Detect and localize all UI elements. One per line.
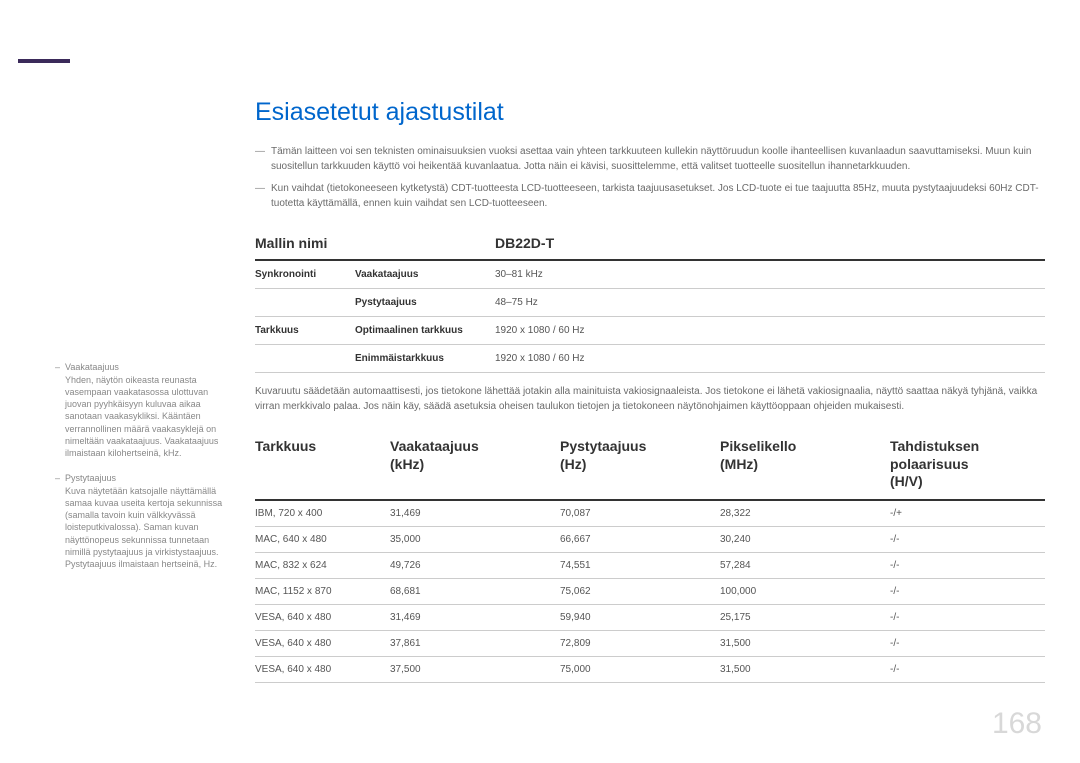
cell: IBM, 720 x 400 — [255, 500, 390, 527]
cell — [255, 289, 355, 317]
table-row: TarkkuusOptimaalinen tarkkuus1920 x 1080… — [255, 317, 1045, 345]
cell: 49,726 — [390, 552, 560, 578]
cell: 100,000 — [720, 578, 890, 604]
cell: MAC, 832 x 624 — [255, 552, 390, 578]
cell: 35,000 — [390, 526, 560, 552]
glossary-term: Pystytaajuus — [55, 473, 230, 483]
cell: Enimmäistarkkuus — [355, 345, 495, 373]
model-spacer — [355, 227, 495, 260]
table-row: VESA, 640 x 48031,46959,94025,175-/- — [255, 604, 1045, 630]
cell: 37,500 — [390, 656, 560, 682]
cell: Tarkkuus — [255, 317, 355, 345]
model-value-header: DB22D-T — [495, 227, 1045, 260]
cell: 30–81 kHz — [495, 260, 1045, 289]
cell: 28,322 — [720, 500, 890, 527]
model-name-header: Mallin nimi — [255, 227, 355, 260]
cell: Vaakataajuus — [355, 260, 495, 289]
cell: Synkronointi — [255, 260, 355, 289]
cell: VESA, 640 x 480 — [255, 656, 390, 682]
page-title: Esiasetetut ajastustilat — [255, 98, 1045, 127]
accent-bar — [18, 59, 70, 63]
th-vfreq: Pystytaajuus(Hz) — [560, 430, 720, 500]
cell: VESA, 640 x 480 — [255, 604, 390, 630]
cell: 37,861 — [390, 630, 560, 656]
cell: MAC, 640 x 480 — [255, 526, 390, 552]
th-resolution: Tarkkuus — [255, 430, 390, 500]
cell: 1920 x 1080 / 60 Hz — [495, 317, 1045, 345]
cell: 68,681 — [390, 578, 560, 604]
table-row: Enimmäistarkkuus1920 x 1080 / 60 Hz — [255, 345, 1045, 373]
cell: 31,500 — [720, 630, 890, 656]
cell: -/- — [890, 656, 1045, 682]
th-pixel: Pikselikello(MHz) — [720, 430, 890, 500]
cell: -/+ — [890, 500, 1045, 527]
cell: 72,809 — [560, 630, 720, 656]
th-sync: Tahdistuksen polaarisuus(H/V) — [890, 430, 1045, 500]
table-row: IBM, 720 x 40031,46970,08728,322-/+ — [255, 500, 1045, 527]
cell: 1920 x 1080 / 60 Hz — [495, 345, 1045, 373]
cell: Optimaalinen tarkkuus — [355, 317, 495, 345]
cell: 31,469 — [390, 500, 560, 527]
cell: 25,175 — [720, 604, 890, 630]
cell: 31,500 — [720, 656, 890, 682]
table-row: MAC, 640 x 48035,00066,66730,240-/- — [255, 526, 1045, 552]
glossary-definition: Kuva näytetään katsojalle näyttämällä sa… — [55, 485, 230, 570]
cell: VESA, 640 x 480 — [255, 630, 390, 656]
table-row: MAC, 1152 x 87068,68175,062100,000-/- — [255, 578, 1045, 604]
glossary-definition: Yhden, näytön oikeasta reunasta vasempaa… — [55, 374, 230, 459]
page-number: 168 — [992, 707, 1042, 741]
cell: -/- — [890, 604, 1045, 630]
cell: 70,087 — [560, 500, 720, 527]
th-hfreq: Vaakataajuus(kHz) — [390, 430, 560, 500]
sidebar-glossary: Vaakataajuus Yhden, näytön oikeasta reuna… — [55, 362, 230, 584]
table-row: MAC, 832 x 62449,72674,55157,284-/- — [255, 552, 1045, 578]
table-row: VESA, 640 x 48037,86172,80931,500-/- — [255, 630, 1045, 656]
main-content: Esiasetetut ajastustilat Tämän laitteen … — [255, 98, 1045, 683]
cell: -/- — [890, 630, 1045, 656]
cell: 30,240 — [720, 526, 890, 552]
table-row: Pystytaajuus48–75 Hz — [255, 289, 1045, 317]
timing-table: Tarkkuus Vaakataajuus(kHz) Pystytaajuus(… — [255, 430, 1045, 683]
cell: 57,284 — [720, 552, 890, 578]
cell: 59,940 — [560, 604, 720, 630]
cell: -/- — [890, 552, 1045, 578]
cell: -/- — [890, 578, 1045, 604]
glossary-term: Vaakataajuus — [55, 362, 230, 372]
cell — [255, 345, 355, 373]
cell: -/- — [890, 526, 1045, 552]
cell: 74,551 — [560, 552, 720, 578]
cell: Pystytaajuus — [355, 289, 495, 317]
cell: 75,062 — [560, 578, 720, 604]
model-table: Mallin nimi DB22D-T SynkronointiVaakataa… — [255, 227, 1045, 373]
cell: MAC, 1152 x 870 — [255, 578, 390, 604]
description-text: Kuvaruutu säädetään automaattisesti, jos… — [255, 385, 1045, 414]
cell: 66,667 — [560, 526, 720, 552]
cell: 31,469 — [390, 604, 560, 630]
cell: 48–75 Hz — [495, 289, 1045, 317]
table-row: VESA, 640 x 48037,50075,00031,500-/- — [255, 656, 1045, 682]
note-2: Kun vaihdat (tietokoneeseen kytketystä) … — [255, 182, 1045, 211]
cell: 75,000 — [560, 656, 720, 682]
note-1: Tämän laitteen voi sen teknisten ominais… — [255, 145, 1045, 174]
table-row: SynkronointiVaakataajuus30–81 kHz — [255, 260, 1045, 289]
